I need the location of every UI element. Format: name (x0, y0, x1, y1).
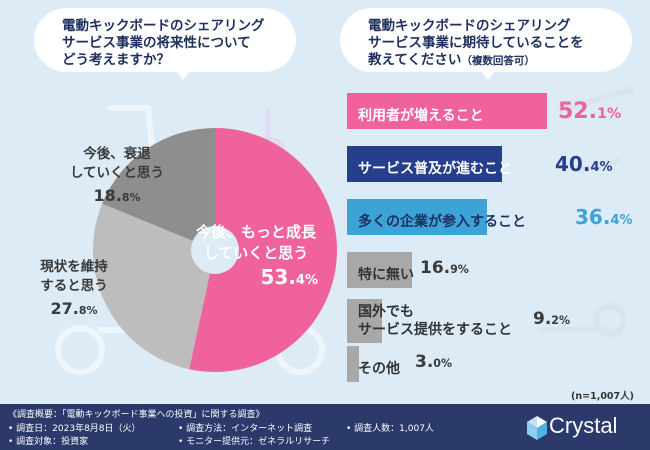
footer: 《調査概要：「電動キックボード事業への投資」に関する調査》 • 調査日：2023… (0, 404, 650, 450)
bar-2 (347, 199, 487, 235)
sample-size-note: (n=1,007人) (571, 391, 634, 402)
bar-value-4: 9.2% (533, 309, 571, 329)
pie-label-growth: 今後、もっと成長 していくと思う 53.4% (186, 222, 326, 291)
bar-label-5: その他 (358, 361, 400, 377)
pie-label-decline-line-2: していくと思う (69, 165, 165, 181)
bar-value-1: 40.4% (555, 152, 613, 176)
pie-label-maintain-line-2: すると思う (40, 278, 108, 294)
bar-label-4: 国外でも サービス提供をすること (358, 303, 512, 339)
bar-label-0: 利用者が増えること (358, 108, 484, 124)
bar-question-line-3-main: 教えてください (368, 52, 462, 68)
bar-value-3: 16.9% (420, 258, 469, 278)
bar-3 (347, 252, 412, 288)
survey-method: • 調査方法：インターネット調査 (178, 424, 313, 434)
bar-4 (347, 299, 383, 343)
pie-label-decline-line-1: 今後、衰退 (83, 146, 151, 162)
bar-label-4-line-2: サービス提供をすること (358, 322, 512, 338)
bar-5 (347, 346, 359, 382)
bar-label-2: 多くの企業が参入すること (358, 214, 526, 230)
crystal-logo-icon (527, 416, 547, 440)
pie-chart (92, 127, 337, 372)
bar-label-1: サービス普及が進むこと (358, 161, 512, 177)
pie-label-maintain-line-1: 現状を維持 (40, 259, 108, 275)
bar-label-4-line-1: 国外でも (358, 304, 414, 320)
pie-label-growth-line-2: していくと思う (203, 244, 309, 262)
pie-question-line-2: サービス事業の将来性について (62, 35, 251, 51)
bar-value-0: 52.1% (558, 99, 622, 124)
survey-target: • 調査対象：投資家 (8, 437, 89, 447)
pie-value-decline: 18.8% (93, 186, 141, 205)
survey-overview: 《調査概要：「電動キックボード事業への投資」に関する調査》 (8, 410, 265, 420)
bar-1 (347, 146, 503, 182)
bar-0 (347, 93, 547, 129)
pie-question-line-3: どう考えますか？ (62, 52, 170, 68)
pie-value-maintain: 27.8% (50, 299, 98, 318)
survey-count: • 調査人数：1,007人 (346, 424, 434, 434)
pie-center-hole (191, 226, 239, 274)
bar-question-line-1: 電動キックボードのシェアリング (368, 18, 571, 34)
pie-label-decline: 今後、衰退 していくと思う 18.8% (62, 145, 172, 207)
pie-slice-maintain (92, 203, 215, 370)
pie-question-line-1: 電動キックボードのシェアリング (62, 18, 265, 34)
pie-value-growth: 53.4% (260, 265, 318, 289)
bar-question-bubble-tail (480, 70, 496, 80)
bar-question-bubble: 電動キックボードのシェアリング サービス事業に期待していることを 教えてください… (340, 8, 632, 72)
bar-question-line-2: サービス事業に期待していることを (368, 35, 584, 51)
bar-question-note: （複数回答可） (461, 55, 535, 67)
bar-label-3: 特に無い (358, 267, 414, 283)
pie-question-bubble: 電動キックボードのシェアリング サービス事業の将来性について どう考えますか？ (34, 8, 296, 72)
pie-question-bubble-tail (175, 70, 191, 80)
pie-label-maintain: 現状を維持 すると思う 27.8% (24, 258, 124, 320)
survey-date: • 調査日：2023年8月8日（火） (8, 424, 141, 434)
bar-value-5: 3.0% (415, 352, 453, 372)
pie-slice-decline (102, 127, 215, 250)
pie-label-growth-line-1: 今後、もっと成長 (195, 223, 316, 241)
survey-provider: • モニター提供元：ゼネラルリサーチ (178, 437, 331, 447)
pie-slice-growth (189, 128, 337, 372)
bar-value-2: 36.4% (575, 205, 633, 229)
bar-question-line-3: 教えてください（複数回答可） (368, 52, 608, 70)
brand-name: Crystal (549, 413, 618, 438)
